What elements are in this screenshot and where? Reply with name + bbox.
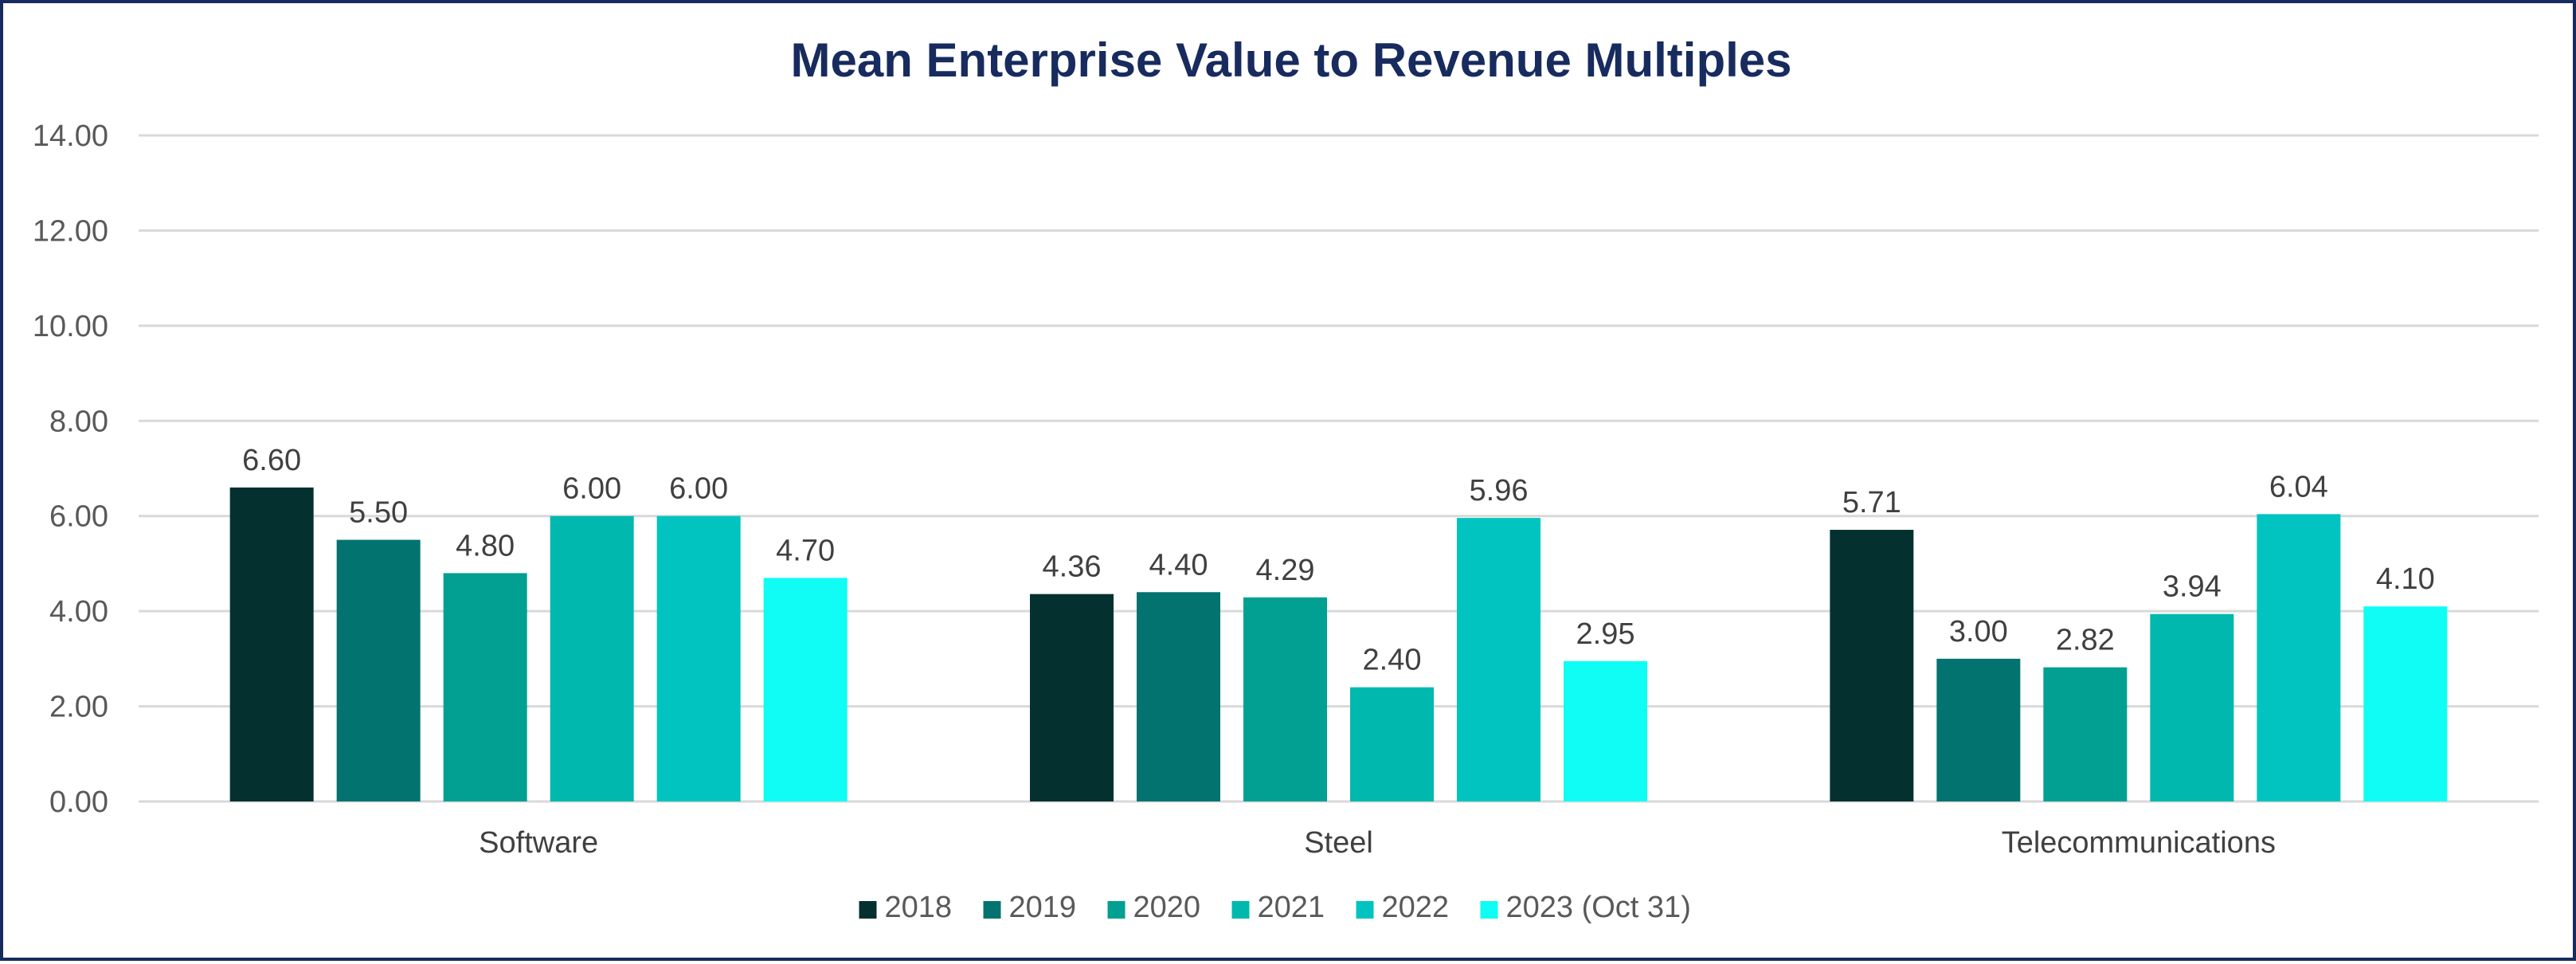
legend-swatch [859, 901, 877, 919]
bar [550, 515, 634, 801]
y-axis-ticks: 0.00 2.00 4.00 6.00 8.00 10.00 12.00 14.00 [33, 120, 108, 819]
bar [1243, 597, 1327, 801]
data-label: 4.70 [776, 534, 835, 567]
bar [1457, 518, 1541, 801]
gridlines [139, 134, 2539, 803]
y-tick-label: 0.00 [49, 786, 108, 819]
chart: Mean Enterprise Value to Revenue Multipl… [33, 33, 2539, 924]
y-tick-label: 6.00 [49, 500, 108, 534]
data-label: 4.36 [1043, 551, 1102, 584]
bar [1830, 530, 1914, 801]
legend-swatch [1480, 901, 1498, 919]
bar [229, 487, 314, 801]
bar [656, 515, 741, 801]
data-label: 5.50 [349, 496, 408, 530]
y-tick-label: 4.00 [49, 595, 108, 629]
legend-label: 2019 [1009, 891, 1077, 924]
data-label: 6.00 [669, 472, 728, 506]
bar [763, 578, 848, 801]
legend-swatch [983, 901, 1001, 919]
category-label: Telecommunications [2002, 826, 2276, 860]
data-label: 4.40 [1149, 548, 1208, 582]
bar [2363, 606, 2448, 801]
data-label: 5.71 [1842, 486, 1901, 519]
bars [229, 487, 2448, 801]
data-label: 5.96 [1470, 474, 1529, 507]
y-tick-label: 2.00 [49, 691, 108, 724]
data-label: 6.60 [242, 444, 301, 477]
legend-label: 2023 (Oct 31) [1506, 891, 1691, 924]
data-label: 6.04 [2269, 470, 2328, 504]
data-label: 4.29 [1256, 554, 1315, 587]
category-label: Steel [1304, 826, 1373, 860]
y-tick-label: 12.00 [33, 214, 108, 248]
y-tick-label: 8.00 [49, 405, 108, 438]
x-axis-categories: Software Steel Telecommunications [479, 826, 2276, 860]
category-label: Software [479, 826, 598, 860]
data-label: 2.82 [2056, 624, 2115, 657]
legend-label: 2020 [1133, 891, 1201, 924]
legend-item-2018: 2018 [859, 891, 953, 924]
bar [1564, 660, 1647, 801]
bar [2043, 667, 2128, 801]
bar [1936, 658, 2021, 801]
legend-item-2020: 2020 [1107, 891, 1201, 924]
data-label: 6.00 [562, 472, 621, 506]
legend-swatch [1231, 901, 1250, 919]
data-label: 4.10 [2376, 562, 2435, 596]
legend-label: 2021 [1258, 891, 1325, 924]
y-tick-label: 10.00 [33, 310, 108, 343]
data-label: 2.40 [1363, 644, 1422, 677]
data-label: 3.94 [2163, 570, 2222, 604]
bar [1137, 592, 1220, 801]
legend-item-2023: 2023 (Oct 31) [1480, 891, 1691, 924]
data-labels: 6.60 5.50 4.80 6.00 6.00 4.70 4.36 4.40 4.29 2.40… [242, 444, 2435, 677]
bar [443, 573, 527, 801]
bar [336, 539, 421, 801]
legend-item-2022: 2022 [1356, 891, 1450, 924]
bar [1030, 594, 1114, 801]
data-label: 4.80 [456, 529, 515, 562]
legend-label: 2022 [1382, 891, 1450, 924]
legend-swatch [1356, 901, 1374, 919]
legend-label: 2018 [885, 891, 953, 924]
bar [1350, 687, 1434, 801]
data-label: 2.95 [1576, 617, 1635, 651]
bar [2257, 514, 2341, 801]
legend: 2018 2019 2020 2021 2022 2023 (Oct 31) [859, 891, 1691, 924]
bar [2150, 613, 2234, 801]
legend-item-2021: 2021 [1231, 891, 1325, 924]
legend-swatch [1107, 901, 1126, 919]
legend-item-2019: 2019 [983, 891, 1077, 924]
data-label: 3.00 [1949, 615, 2008, 649]
y-tick-label: 14.00 [33, 120, 108, 153]
chart-title: Mean Enterprise Value to Revenue Multipl… [790, 33, 1791, 87]
